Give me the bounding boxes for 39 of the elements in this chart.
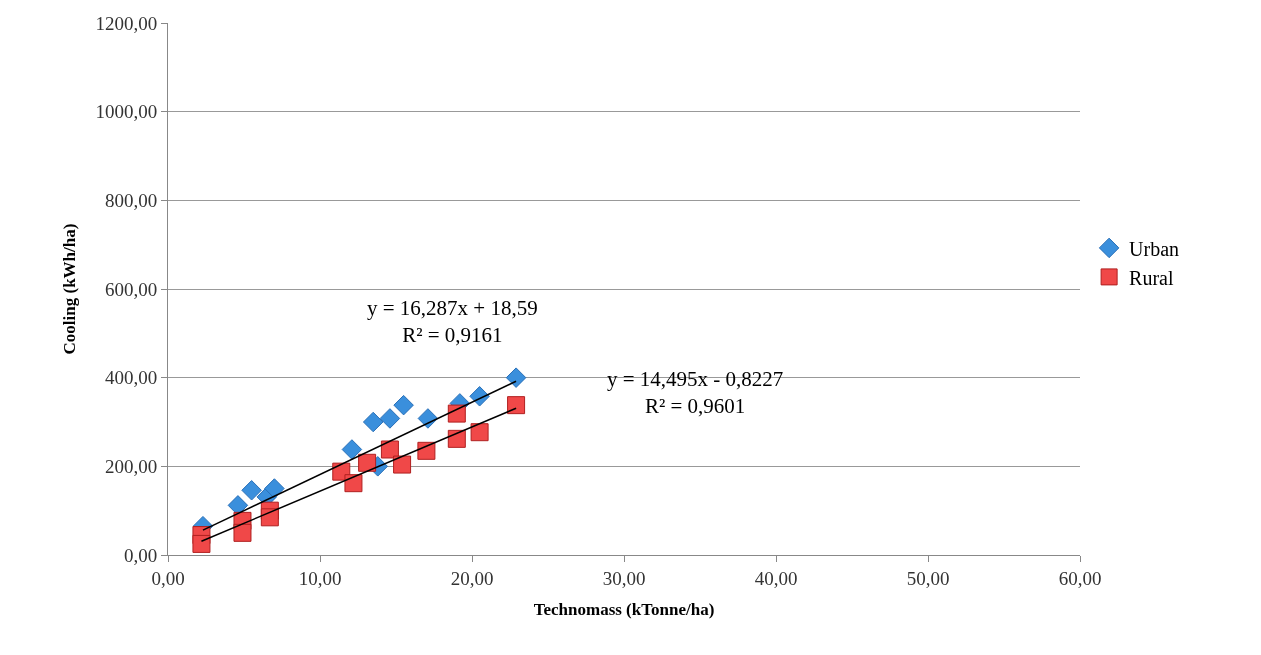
y-tick-label: 1000,00 <box>95 101 158 123</box>
x-tick-label: 30,00 <box>602 567 646 589</box>
x-tick-label: 40,00 <box>754 567 798 589</box>
point <box>379 408 401 429</box>
point <box>358 453 377 472</box>
legend-label: Rural <box>1129 266 1174 289</box>
x-tick-label: 50,00 <box>906 567 950 589</box>
point <box>241 480 262 501</box>
y-axis-title: Cooling (kWh/ha) <box>60 223 79 355</box>
annotation: y = 16,287x + 18,59 R² = 0,9161 <box>367 296 538 348</box>
point <box>344 474 363 493</box>
x-tick-label: 0,00 <box>151 567 185 589</box>
x-axis-title: Technomass (kTonne/ha) <box>533 600 715 620</box>
legend-label: Urban <box>1129 237 1180 260</box>
point <box>341 439 363 460</box>
y-tick-label: 0,00 <box>123 544 158 566</box>
point <box>233 523 252 542</box>
point <box>192 534 211 553</box>
point <box>417 408 439 429</box>
y-tick-label: 400,00 <box>104 367 158 389</box>
point <box>393 394 414 416</box>
point <box>507 396 526 415</box>
point <box>417 441 436 460</box>
y-tick-label: 200,00 <box>104 455 158 477</box>
point <box>447 404 466 423</box>
y-tick-label: 800,00 <box>104 189 158 211</box>
point <box>260 508 279 527</box>
annotation: y = 14,495x - 0,8227 R² = 0,9601 <box>607 367 784 419</box>
point <box>505 367 527 388</box>
point <box>447 429 466 448</box>
x-tick-label: 10,00 <box>298 567 342 589</box>
y-tick-label: 600,00 <box>104 278 158 300</box>
point <box>470 423 489 442</box>
y-tick-label: 1200,00 <box>95 12 158 34</box>
x-tick-label: 60,00 <box>1058 567 1102 589</box>
x-tick-label: 20,00 <box>450 567 494 589</box>
point <box>264 478 285 499</box>
point <box>362 411 384 433</box>
point <box>393 455 412 474</box>
